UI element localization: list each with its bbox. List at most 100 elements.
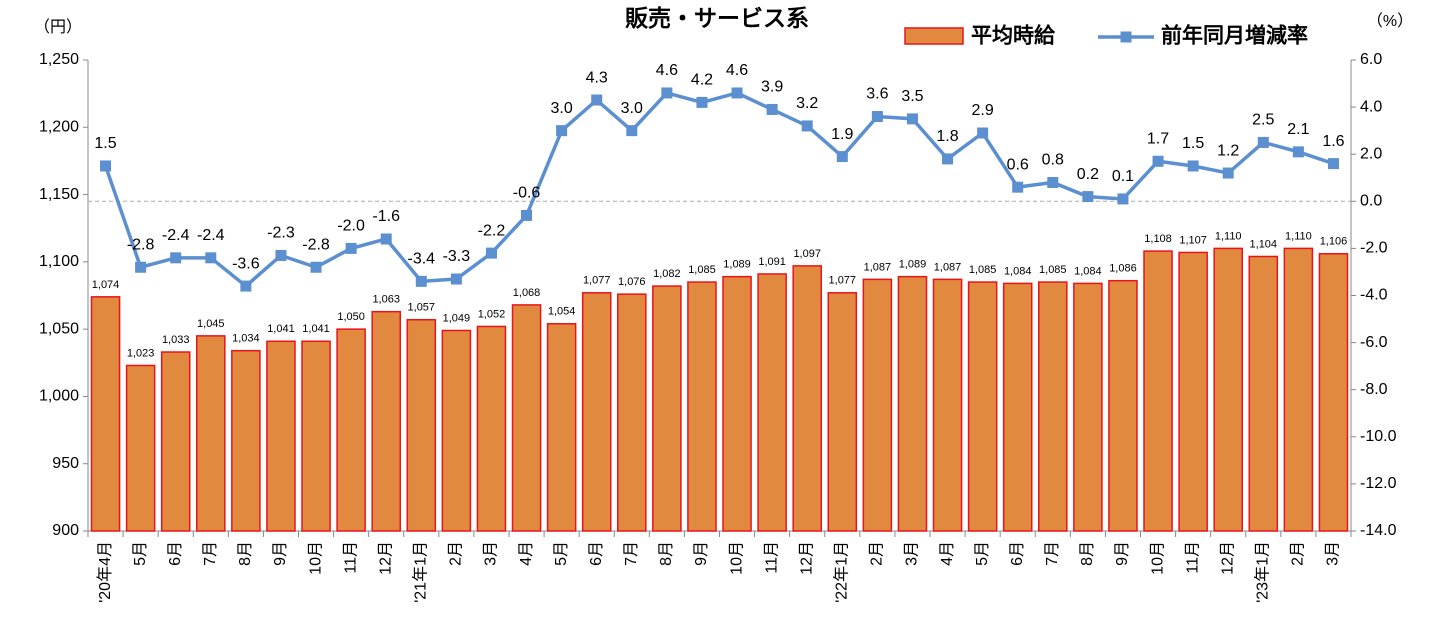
bar-value-label: 1,074	[92, 279, 120, 291]
bar-value-label: 1,085	[688, 264, 716, 276]
bar-value-label: 1,107	[1179, 234, 1207, 246]
line-value-label: 1.7	[1147, 130, 1169, 147]
bar-value-label: 1,063	[372, 294, 400, 306]
line-marker	[1012, 181, 1024, 193]
line-marker	[942, 153, 954, 165]
line-marker	[450, 273, 462, 285]
x-tick-label: 11月	[763, 541, 780, 574]
bar	[1248, 255, 1279, 532]
y-tick-label: 900	[52, 522, 79, 539]
line-value-label: 2.1	[1287, 121, 1309, 138]
bar	[476, 325, 507, 532]
line-marker	[591, 94, 603, 106]
bar	[722, 275, 752, 532]
x-tick-label: 8月	[237, 541, 254, 566]
x-tick-label: 5月	[974, 541, 991, 566]
bar-value-label: 1,084	[1074, 265, 1102, 277]
y2-tick-label: 6.0	[1360, 51, 1382, 68]
line-marker	[906, 113, 918, 125]
line-value-label: -2.2	[478, 222, 506, 239]
line-marker	[556, 125, 568, 137]
line	[103, 91, 1335, 289]
line-marker	[205, 252, 217, 264]
x-tick-label: 11月	[342, 541, 359, 574]
line-marker	[485, 247, 497, 259]
bar-value-label: 1,054	[548, 306, 576, 318]
line-value-label: 0.8	[1042, 152, 1064, 169]
x-tick-label: 10月	[307, 541, 324, 575]
legend-label: 平均時給	[971, 24, 1056, 48]
y2-axis-label: （%）	[1367, 12, 1413, 30]
line-value-label: -2.0	[337, 218, 365, 235]
x-tick-label: 4月	[939, 541, 956, 566]
bar	[1283, 247, 1314, 532]
line-value-label: 4.6	[656, 62, 678, 79]
line-marker	[345, 242, 357, 254]
x-tick-label: 2月	[448, 541, 465, 566]
bar	[792, 265, 822, 532]
x-tick-label: 11月	[1184, 541, 1201, 574]
line-marker	[521, 209, 533, 221]
bar-value-label: 1,108	[1144, 233, 1172, 245]
bar	[581, 292, 612, 532]
line-value-label: 0.2	[1077, 166, 1099, 183]
x-tick-label: 8月	[1079, 541, 1096, 566]
bar	[231, 349, 261, 532]
bar-value-label: 1,033	[162, 334, 190, 346]
bar	[932, 278, 963, 532]
bar-value-label: 1,087	[864, 261, 892, 273]
y2-tick-label: 2.0	[1360, 145, 1382, 162]
line-value-label: 3.5	[901, 88, 923, 105]
y2-tick-label: -6.0	[1360, 334, 1388, 351]
x-tick-label: 10月	[728, 541, 745, 575]
line-value-label: -3.6	[232, 255, 260, 272]
line-marker	[240, 280, 252, 292]
line-value-label: 0.6	[1007, 156, 1029, 173]
line-marker	[1257, 136, 1269, 148]
y-tick-label: 950	[52, 455, 79, 472]
line-value-label: 0.1	[1112, 168, 1134, 185]
legend-label: 前年同月増減率	[1161, 24, 1308, 48]
bar	[336, 328, 366, 532]
line-value-label: 3.0	[621, 100, 643, 117]
bar-value-label: 1,089	[899, 259, 927, 271]
line-value-label: -1.6	[372, 208, 400, 225]
line-value-label: -0.6	[513, 185, 541, 202]
line-value-label: 4.6	[726, 62, 748, 79]
x-tick-label: 3月	[483, 541, 500, 566]
line-value-label: 1.6	[1322, 133, 1344, 150]
bar-value-label: 1,052	[478, 308, 506, 320]
y-tick-label: 1,250	[39, 51, 79, 68]
bar	[1038, 281, 1068, 532]
x-tick-label: 12月	[798, 541, 815, 575]
bar	[301, 340, 331, 532]
line-value-label: 3.6	[866, 86, 888, 103]
y2-tick-label: 4.0	[1360, 98, 1382, 115]
bar	[160, 351, 191, 532]
y2-tick-label: -14.0	[1360, 522, 1397, 539]
line-marker	[1082, 191, 1094, 203]
bar-value-label: 1,041	[302, 323, 330, 335]
bar	[967, 281, 998, 532]
bar-value-label: 1,023	[127, 347, 155, 359]
line-marker	[1222, 167, 1234, 179]
y-tick-label: 1,150	[39, 186, 79, 203]
bar	[827, 292, 858, 532]
bar	[371, 310, 401, 532]
x-tick-label: '23年1月	[1254, 541, 1272, 603]
x-tick-label: 7月	[202, 541, 219, 566]
bar	[1318, 253, 1349, 532]
bar-value-label: 1,104	[1250, 238, 1278, 250]
bar	[196, 335, 226, 532]
bar-value-label: 1,106	[1320, 236, 1348, 248]
line-marker	[1047, 176, 1059, 188]
line-marker	[1187, 160, 1199, 172]
bar-value-label: 1,076	[618, 276, 646, 288]
bar	[546, 323, 577, 532]
chart-title: 販売・サービス系	[625, 5, 809, 31]
line-value-label: 1.8	[936, 128, 958, 145]
line-marker	[766, 103, 778, 115]
line-marker	[380, 233, 392, 245]
bar	[1002, 282, 1033, 532]
bar-value-label: 1,091	[758, 256, 786, 268]
